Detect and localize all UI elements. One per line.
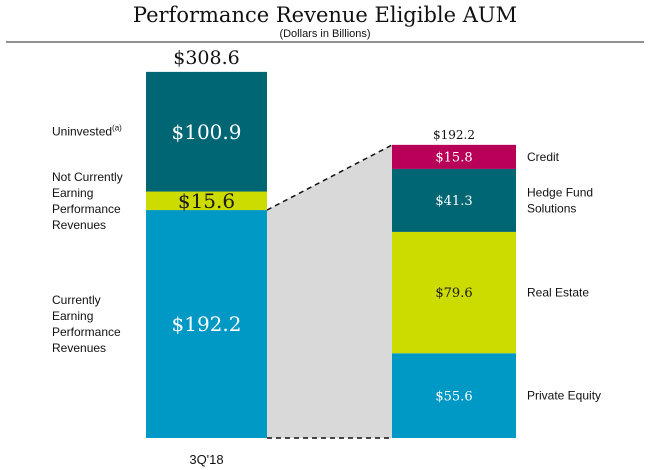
bar-total-label: $308.6 [173,47,239,69]
data-label-hedge-fund-solutions: $41.3 [435,194,472,209]
connector-area [267,145,392,438]
data-label-real-estate: $79.6 [435,286,472,301]
chart-title: Performance Revenue Eligible AUM [133,3,517,27]
segment-label-private-equity: Private Equity [527,389,601,403]
data-label-uninvested-a: $100.9 [172,120,242,144]
segment-label-hedge-fund-solutions: Hedge Fund Solutions [527,185,593,215]
segment-label-not-currently-earning-performance-revenues: Not Currently Earning Performance Revenues [52,170,123,232]
data-label-not-currently-earning-performance-revenues: $15.6 [178,189,235,213]
segment-label-currently-earning-performance-revenues: Currently Earning Performance Revenues [52,293,121,355]
bar-segment-real-estate [392,231,516,354]
bar-segment-not-currently-earning-performance-revenues [146,191,267,211]
data-label-private-equity: $55.6 [435,389,472,404]
bar-segment-hedge-fund-solutions [392,168,516,232]
connector-dashed-top [266,144,393,211]
bar-segment-uninvested-a [146,71,267,192]
bar-total-label: $192.2 [433,128,475,142]
segment-label-credit: Credit [527,150,560,164]
x-tick-label: 3Q'18 [189,452,223,467]
data-label-credit: $15.8 [435,151,472,166]
chart-subtitle: (Dollars in Billions) [279,28,370,40]
bar-segment-currently-earning-performance-revenues [146,210,267,438]
data-label-currently-earning-performance-revenues: $192.2 [172,312,242,336]
bar-segment-private-equity [392,353,516,438]
bar-segment-credit [392,144,516,169]
segment-label-real-estate: Real Estate [527,286,589,300]
segment-label-uninvested-a: Uninvested(a) [52,124,122,139]
